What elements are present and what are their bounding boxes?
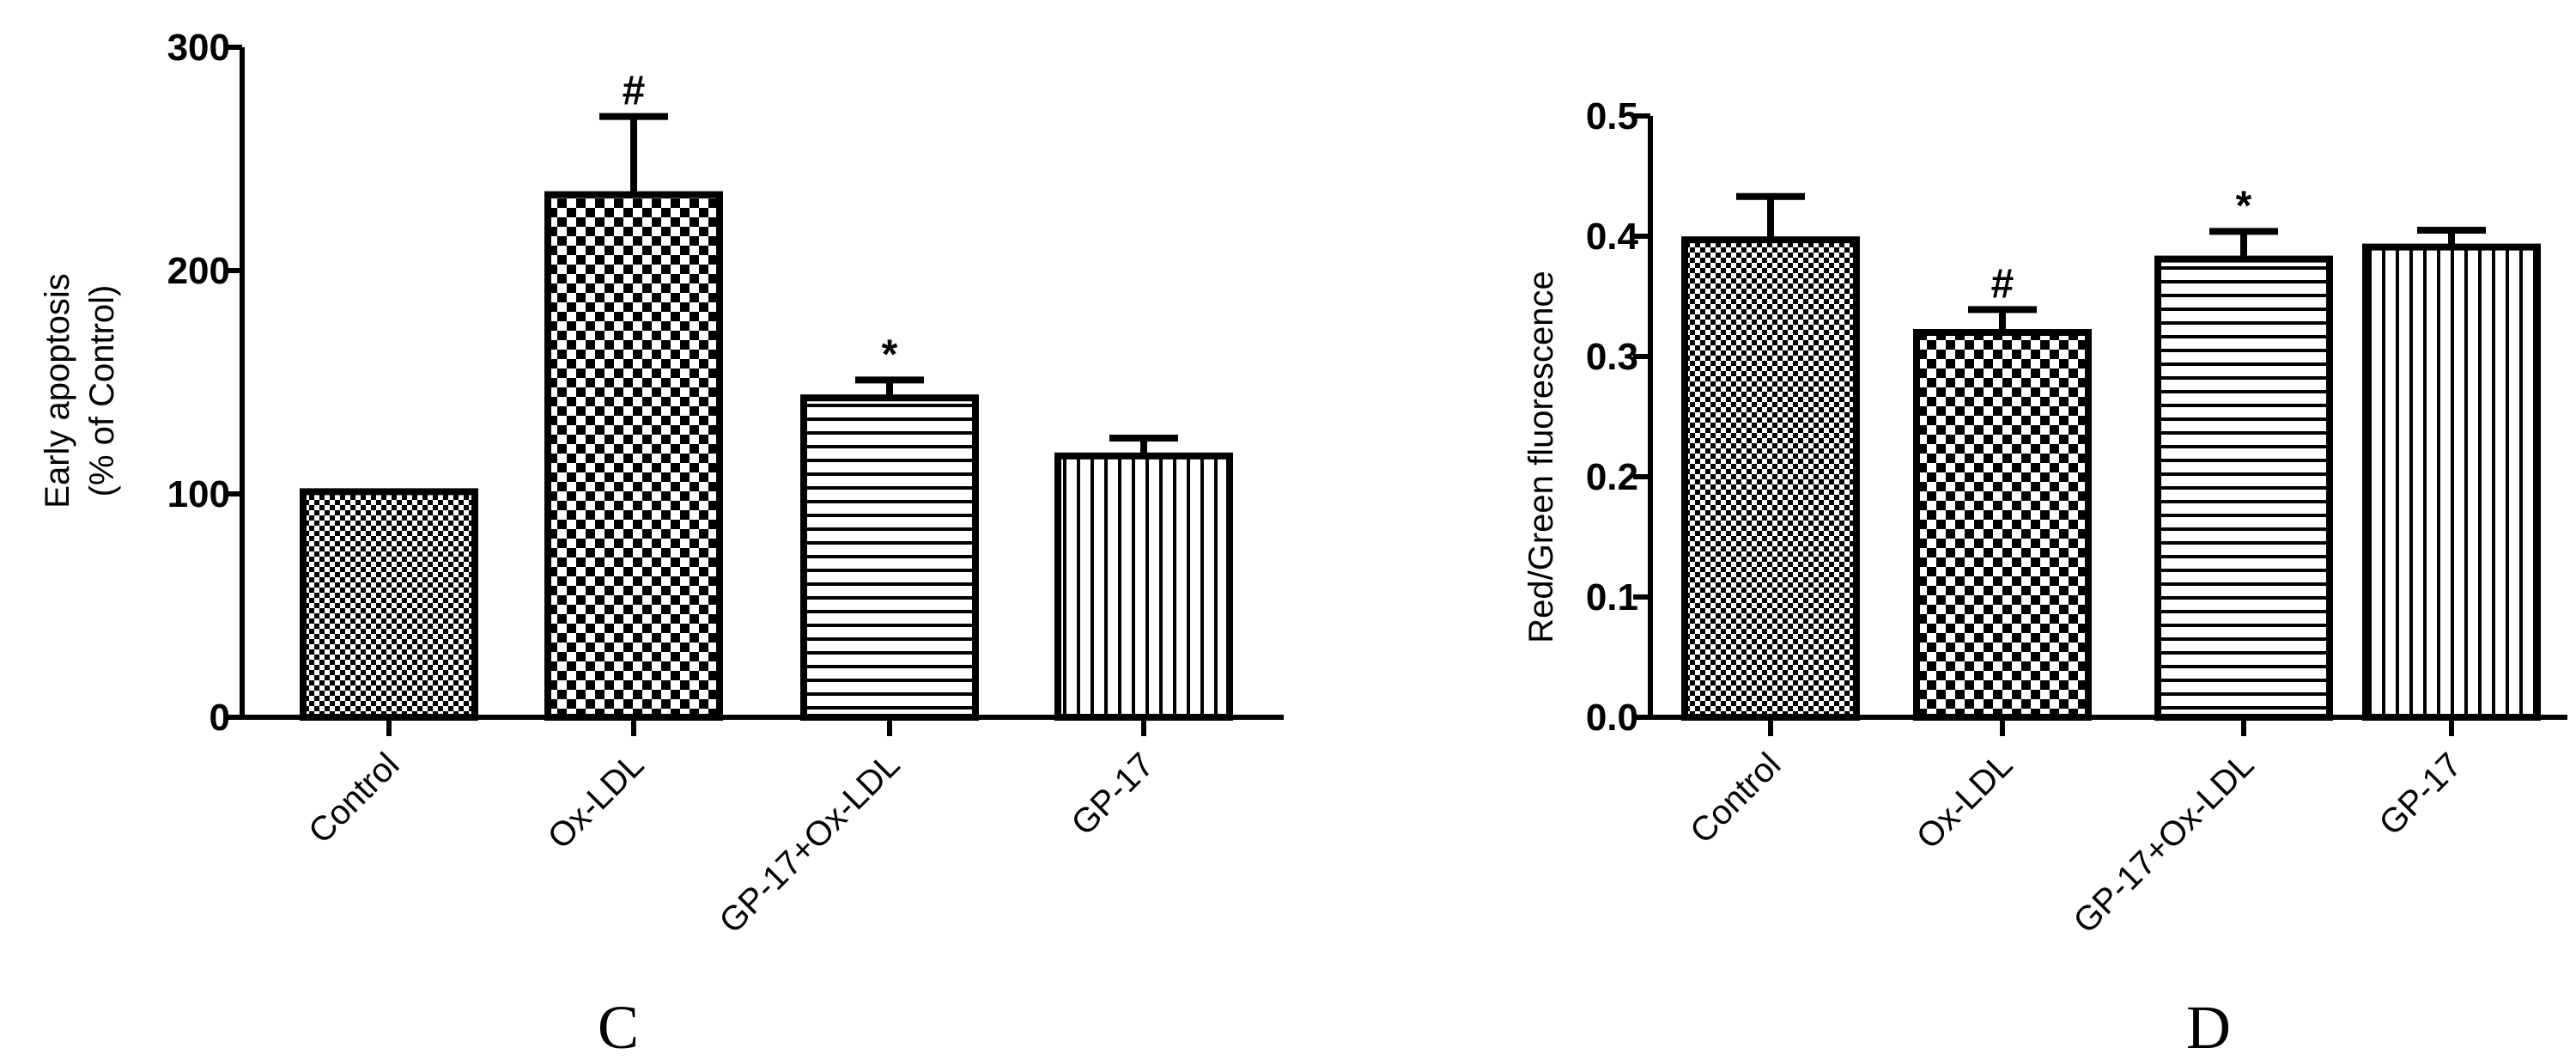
c-bar-group: [300, 488, 478, 722]
c-bar-group: [1054, 435, 1233, 721]
d-bar-group: [2154, 228, 2333, 722]
d-category-label: Control: [1683, 746, 1788, 850]
c-y-tick-label: 100: [167, 473, 230, 515]
c-y-axis-label: Early apoptosis (% of Control): [39, 273, 121, 508]
c-category-label: GP-17: [1065, 746, 1162, 843]
c-y-axis-label-line-1: Early apoptosis: [39, 273, 76, 508]
d-bar: [1681, 236, 1860, 721]
d-y-axis-label: Red/Green fluorescence: [1522, 271, 1560, 643]
c-y-tick-label: 0: [210, 697, 230, 739]
c-panel-label: C: [598, 993, 639, 1060]
c-bar-group: [544, 113, 723, 722]
d-panel-label: D: [2186, 993, 2231, 1060]
d-category-label: GP-17: [2372, 746, 2470, 843]
d-bar-group: [1681, 192, 1860, 721]
d-bar-group: [2362, 227, 2541, 722]
c-y-axis-label-line-2: (% of Control): [83, 285, 121, 497]
d-category-label: Ox-LDL: [1910, 746, 2020, 856]
c-category-label: GP-17+Ox-LDL: [713, 746, 908, 941]
c-y-tick-label: 200: [167, 250, 230, 292]
d-bar: [2362, 243, 2541, 722]
c-y-tick-label: 300: [167, 27, 230, 69]
d-bar-group: [1913, 306, 2092, 721]
c-bar: [1054, 452, 1233, 721]
d-y-tick-label: 0.0: [1586, 697, 1638, 739]
d-y-tick-label: 0.1: [1586, 576, 1638, 618]
c-bar: [544, 191, 723, 722]
chart-panel-c: Early apoptosis (% of Control) 0 100 200 30…: [39, 27, 1284, 1060]
d-y-tick-label: 0.3: [1586, 336, 1638, 378]
d-y-tick-label: 0.4: [1586, 216, 1639, 258]
c-significance-marker: #: [623, 69, 646, 114]
c-bar: [800, 394, 979, 721]
d-bar: [1913, 329, 2092, 721]
d-y-tick-label: 0.5: [1586, 95, 1638, 137]
c-bar: [300, 488, 478, 722]
c-significance-marker: *: [882, 332, 898, 377]
c-bar-group: [800, 376, 979, 721]
d-bar: [2154, 255, 2333, 722]
c-category-label: Control: [301, 746, 406, 850]
c-bars: [300, 113, 1233, 722]
d-y-tick-label: 0.2: [1586, 456, 1638, 498]
chart-panel-d: Red/Green fluorescence 0.0 0.1 0.2 0.3 0.4 0.…: [1522, 95, 2567, 1060]
c-category-label: Ox-LDL: [541, 746, 652, 856]
d-significance-marker: *: [2236, 183, 2252, 228]
d-y-axis-label-line-1: Red/Green fluorescence: [1522, 271, 1560, 643]
d-significance-marker: #: [1991, 261, 2014, 307]
d-bars: [1681, 192, 2541, 722]
d-category-label: GP-17+Ox-LDL: [2067, 746, 2262, 941]
